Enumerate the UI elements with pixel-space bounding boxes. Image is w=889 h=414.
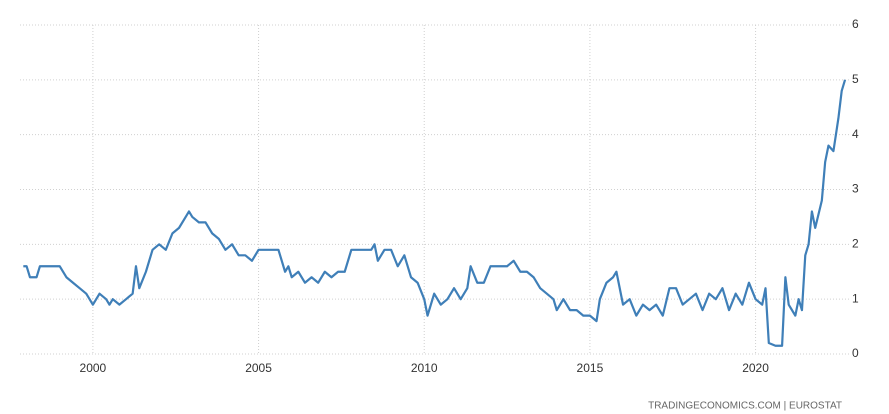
- y-tick-label: 6: [852, 17, 859, 31]
- x-tick-label: 2000: [80, 361, 107, 375]
- y-tick-label: 1: [852, 291, 859, 305]
- y-tick-label: 2: [852, 237, 859, 251]
- y-tick-label: 4: [852, 127, 859, 141]
- source: TRADINGECONOMICS.COM | EUROSTAT: [648, 401, 842, 412]
- y-tick-label: 5: [852, 72, 859, 86]
- x-tick-label: 2005: [245, 361, 272, 375]
- line: [23, 79, 847, 347]
- y-tick-label: 0: [852, 346, 859, 360]
- x-tick-label: 2015: [577, 361, 604, 375]
- x-tick-label: 2010: [411, 361, 438, 375]
- y-tick-label: 3: [852, 182, 859, 196]
- x-tick-label: 2020: [742, 361, 769, 375]
